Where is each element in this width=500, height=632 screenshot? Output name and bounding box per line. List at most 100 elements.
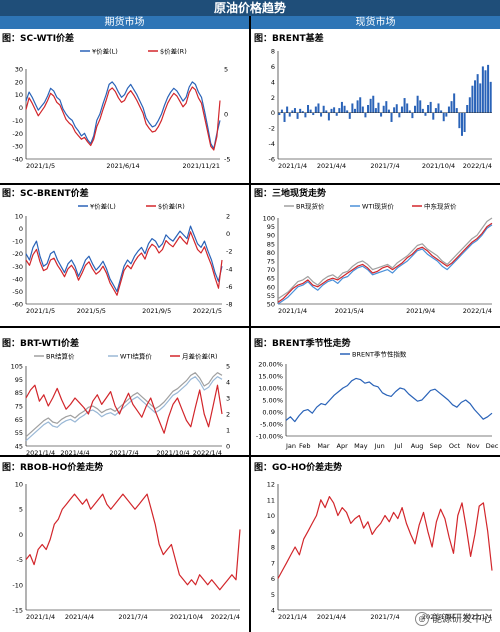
bar — [307, 105, 310, 113]
y-tick-label: 10 — [15, 213, 23, 221]
bar — [320, 112, 323, 117]
panel-sc-brent: 图：SC-BRENT价差 10 0 -10 -20 -30 -40 -50 -60 2 0 -2 -4… — [0, 186, 246, 326]
bar — [327, 112, 330, 121]
y-tick-label: 5.00% — [262, 397, 283, 405]
bar — [359, 97, 362, 113]
y-tick-label: 70 — [267, 266, 275, 274]
y-tick-label: -6 — [269, 156, 275, 164]
chart-sc-wti: 30 20 10 0 -10 -20 -30 -40 5 0 -5 2021/1/5 2021/6/14… — [12, 47, 230, 171]
series-line-3 — [277, 222, 493, 303]
panel-title: 图：BRT-WTI价差 — [2, 339, 79, 349]
panel-title: 图：BRENT基差 — [254, 34, 324, 44]
y-tick-label: 20 — [15, 78, 23, 86]
row-divider — [0, 183, 500, 185]
y-tick-label: -10 — [12, 117, 23, 125]
bar — [374, 108, 377, 113]
y-tick-label: -10 — [12, 238, 23, 246]
bar — [351, 103, 354, 113]
y-right-tick-label: -8 — [226, 301, 232, 309]
x-tick-label: 2022/1/4 — [463, 162, 492, 170]
bar — [309, 109, 312, 113]
column-divider — [249, 16, 251, 632]
y-tick-label: 9 — [271, 528, 275, 536]
x-tick-label: Feb — [299, 442, 311, 450]
x-tick-label: 2021/7/4 — [370, 613, 399, 621]
y-tick-label: -30 — [12, 143, 23, 151]
chart-sc-brent: 10 0 -10 -20 -30 -40 -50 -60 2 0 -2 -4 -6 -8 2021/1/5 2… — [12, 202, 232, 316]
bar — [414, 105, 417, 113]
bar — [385, 101, 388, 113]
bar — [400, 106, 403, 113]
y-right-tick-label: -5 — [224, 156, 230, 164]
bar — [489, 81, 492, 113]
bar — [406, 103, 409, 113]
y-tick-label: 95 — [15, 376, 23, 384]
x-tick-label: Dec — [486, 442, 498, 450]
bar — [356, 100, 359, 113]
y-tick-label: -4 — [269, 140, 275, 148]
y-tick-label: 85 — [267, 240, 275, 248]
y-tick-label: 80 — [267, 249, 275, 257]
y-tick-label: 6 — [271, 575, 275, 583]
bar — [361, 106, 364, 113]
y-tick-label: 75 — [15, 403, 23, 411]
y-tick-label: 8 — [271, 544, 275, 552]
panel-title: 图：SC-BRENT价差 — [2, 189, 89, 199]
y-tick-label: 0 — [19, 531, 23, 539]
bar — [479, 83, 482, 113]
y-right-tick-label: 0 — [226, 230, 230, 238]
bar — [296, 112, 299, 119]
y-tick-label: 10 — [267, 512, 275, 520]
legend-label: 中东现货价 — [424, 202, 457, 211]
y-tick-label: -60 — [12, 301, 23, 309]
x-tick-label: 2021/6/14 — [106, 162, 139, 170]
y-tick-label: 0 — [271, 109, 275, 117]
series-line-1 — [277, 217, 493, 300]
y-right-tick-label: -6 — [226, 283, 232, 291]
y-right-tick-label: -2 — [226, 248, 232, 256]
bar — [325, 110, 328, 113]
bar — [445, 112, 448, 117]
y-tick-label: 4 — [271, 78, 275, 86]
y-tick-label: 12 — [267, 481, 275, 489]
y-right-tick-label: 5 — [226, 363, 230, 371]
y-tick-label: 6 — [271, 63, 275, 71]
spot-section-header: 现货市场 — [251, 16, 500, 29]
bar — [487, 64, 490, 113]
chart-brent-season: 20.00% 15.00% 10.00% 5.00% 0.00% -5.00% -10.00… — [256, 350, 498, 451]
y-tick-label: 85 — [15, 389, 23, 397]
legend-label: BRENT季节性指数 — [352, 350, 407, 359]
bar — [419, 100, 422, 113]
x-tick-label: 2021/10/4 — [170, 613, 203, 621]
bar — [387, 109, 390, 113]
x-tick-label: Nov — [467, 442, 480, 450]
y-tick-label: 65 — [267, 275, 275, 283]
x-tick-label: Aug — [411, 442, 424, 450]
y-tick-label: -20 — [12, 250, 23, 258]
y-tick-label: -5.00% — [260, 421, 283, 429]
x-tick-label: 2021/1/5 — [26, 307, 55, 315]
y-right-tick-label: 0 — [224, 111, 228, 119]
y-tick-label: 0.00% — [262, 409, 283, 417]
y-tick-label: 0 — [19, 104, 23, 112]
y-tick-label: 30 — [15, 66, 23, 74]
panel-title: 图：三地现货走势 — [254, 189, 327, 199]
y-right-tick-label: 2 — [226, 411, 230, 419]
x-tick-label: 2022/1/5 — [193, 307, 222, 315]
bar — [481, 66, 484, 113]
bar — [447, 106, 450, 113]
panel-brent-basis: 图：BRENT基差 8 6 4 2 0 -2 -4 -6 2021/1/4 2021/4/4 202… — [252, 31, 498, 183]
bar — [340, 101, 343, 113]
y-tick-label: 20.00% — [258, 361, 283, 369]
series-line-1 — [25, 81, 221, 150]
y-tick-label: 0 — [19, 225, 23, 233]
series-line-1 — [285, 377, 493, 423]
y-tick-label: 55 — [15, 429, 23, 437]
x-tick-label: 2021/4/4 — [317, 613, 346, 621]
bar — [288, 112, 291, 117]
bar — [450, 101, 453, 113]
x-tick-label: Sep — [430, 442, 442, 450]
y-tick-label: 4 — [271, 607, 275, 615]
x-tick-label: 2021/1/4 — [26, 613, 55, 621]
bar — [382, 105, 385, 113]
